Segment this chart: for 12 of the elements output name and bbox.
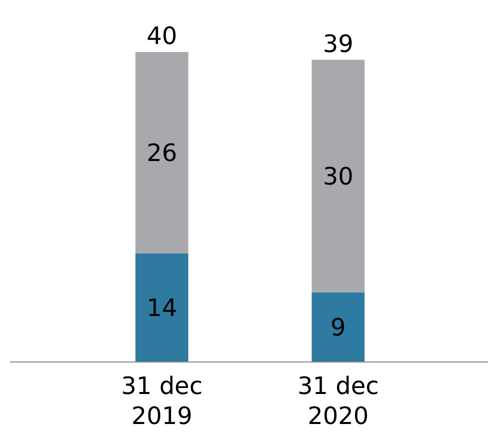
total-label: 40: [146, 22, 178, 50]
bar: [312, 292, 365, 362]
x-tick-label: 31 dec 2019: [121, 372, 203, 430]
data-label: 30: [322, 162, 354, 190]
data-label: 14: [146, 294, 178, 322]
bar: [135, 52, 188, 254]
data-label: 26: [146, 139, 178, 168]
total-label: 39: [322, 30, 354, 58]
bar: [135, 254, 188, 362]
x-tick-label: 31 dec 2020: [297, 372, 379, 430]
bar: [312, 60, 365, 292]
data-label: 9: [330, 314, 346, 342]
